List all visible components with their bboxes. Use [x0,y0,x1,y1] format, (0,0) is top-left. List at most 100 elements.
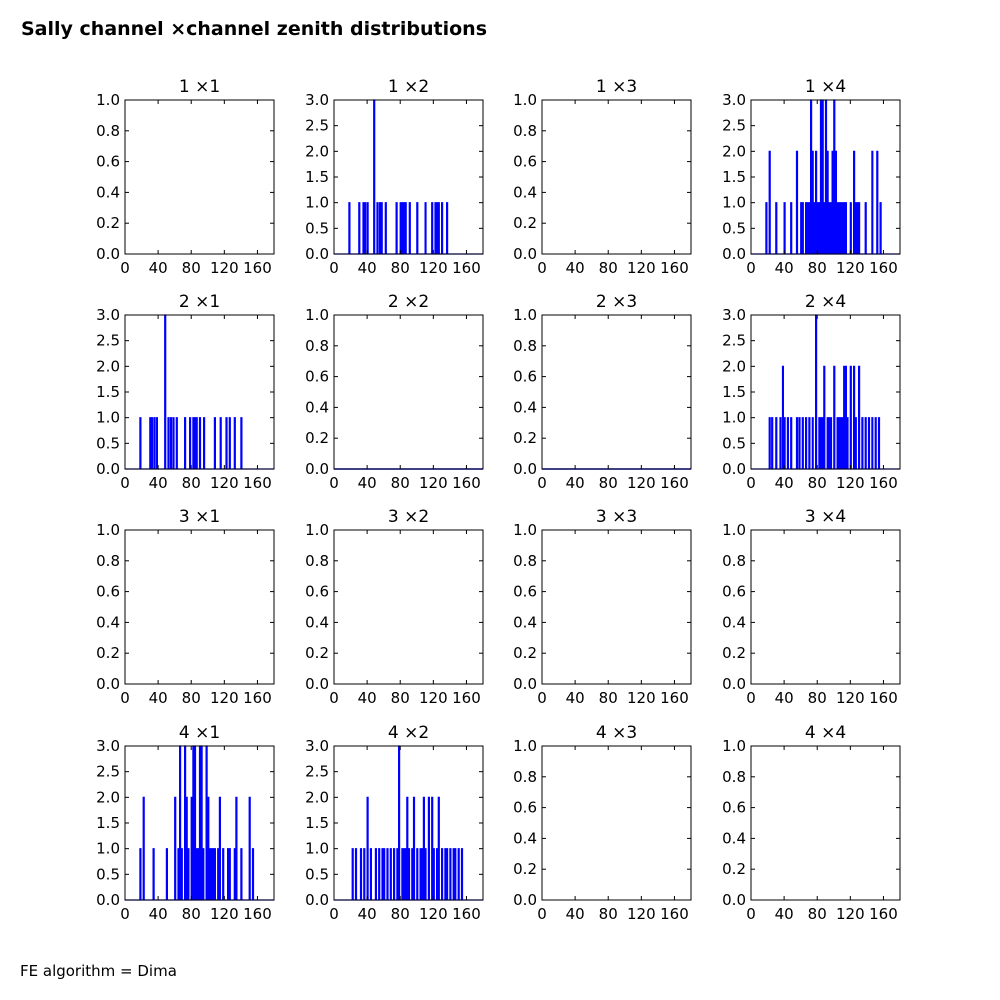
panel-title: 3 ×4 [805,507,846,527]
histogram-panel: 3 ×4 0 40 80 120 160 0.0 0.2 0.4 0.6 0.8 1.0 [722,507,901,707]
x-tick-label: 40 [775,259,794,277]
y-tick-label: 0.8 [305,552,329,570]
y-tick-label: 1.0 [513,306,537,324]
x-tick-label: 40 [358,259,377,277]
y-tick-label: 0.8 [513,552,537,570]
x-tick-label: 0 [329,905,339,923]
x-tick-label: 160 [243,905,272,923]
y-tick-label: 2.0 [305,788,329,806]
y-tick-label: 2.5 [722,332,746,350]
x-tick-label: 40 [358,905,377,923]
panel-title: 1 ×2 [388,77,429,97]
histogram-panel: 4 ×4 0 40 80 120 160 0.0 0.2 0.4 0.6 0.8 1.0 [722,723,901,923]
x-tick-label: 40 [566,905,585,923]
y-tick-label: 0.6 [305,583,329,601]
y-tick-label: 0.2 [96,644,120,662]
x-tick-label: 0 [120,905,130,923]
y-tick-label: 0.8 [513,768,537,786]
x-tick-label: 160 [660,905,689,923]
y-tick-label: 3.0 [96,737,120,755]
y-tick-label: 0.0 [513,675,537,693]
y-tick-label: 0.8 [722,768,746,786]
histogram-line [751,314,900,470]
x-tick-label: 40 [775,474,794,492]
y-tick-label: 1.0 [96,91,120,109]
y-tick-label: 1.0 [96,521,120,539]
x-tick-label: 160 [452,689,481,707]
y-tick-label: 0.5 [305,865,329,883]
y-tick-label: 1.0 [305,306,329,324]
x-tick-label: 80 [599,474,618,492]
y-tick-label: 0.5 [722,219,746,237]
axes-frame [541,314,692,470]
y-tick-label: 0.0 [513,891,537,909]
histogram-panel: 1 ×4 0 40 80 120 160 0.0 0.5 1.0 1.5 2.0 2.5 3.0 [722,77,901,277]
x-tick-label: 0 [746,905,756,923]
x-tick-label: 120 [836,905,865,923]
x-tick-label: 120 [836,259,865,277]
x-tick-label: 0 [120,259,130,277]
y-tick-label: 0.2 [722,644,746,662]
x-tick-label: 40 [149,259,168,277]
x-tick-label: 160 [243,259,272,277]
histogram-line [125,314,274,470]
x-tick-label: 40 [149,474,168,492]
y-tick-label: 0.6 [513,799,537,817]
x-tick-label: 160 [869,474,898,492]
y-tick-label: 0.0 [96,460,120,478]
y-tick-label: 0.0 [305,891,329,909]
x-tick-label: 120 [210,689,239,707]
y-tick-label: 0.0 [96,675,120,693]
y-tick-label: 0.0 [305,460,329,478]
x-tick-label: 40 [149,905,168,923]
y-tick-label: 0.6 [722,799,746,817]
histogram-line [334,745,483,901]
y-tick-label: 0.0 [722,245,746,263]
x-tick-label: 80 [808,905,827,923]
histogram-panel: 3 ×2 0 40 80 120 160 0.0 0.2 0.4 0.6 0.8 1.0 [305,507,484,707]
y-tick-label: 1.5 [722,383,746,401]
y-tick-label: 3.0 [722,306,746,324]
panel-title: 4 ×4 [805,723,846,743]
y-tick-label: 0.6 [305,368,329,386]
axes-frame [750,745,901,901]
panel-title: 2 ×4 [805,292,846,312]
x-tick-label: 40 [566,259,585,277]
y-tick-label: 1.5 [96,383,120,401]
x-tick-label: 40 [358,474,377,492]
y-tick-label: 3.0 [96,306,120,324]
y-tick-label: 2.5 [305,763,329,781]
y-tick-label: 1.0 [513,521,537,539]
axes-frame [750,529,901,685]
y-tick-label: 0.0 [722,460,746,478]
x-tick-label: 120 [627,259,656,277]
y-tick-label: 0.4 [96,613,120,631]
y-tick-label: 1.0 [722,409,746,427]
y-tick-label: 1.0 [513,737,537,755]
panel-title: 4 ×3 [596,723,637,743]
x-tick-label: 80 [391,474,410,492]
y-tick-label: 1.0 [305,840,329,858]
y-tick-label: 1.0 [305,194,329,212]
y-tick-label: 0.4 [513,829,537,847]
histogram-panel: 2 ×4 0 40 80 120 160 0.0 0.5 1.0 1.5 2.0 2.5 3.0 [722,292,901,492]
y-tick-label: 2.0 [722,142,746,160]
y-tick-label: 0.8 [305,337,329,355]
x-tick-label: 160 [660,259,689,277]
axes-frame [541,745,692,901]
x-tick-label: 40 [566,689,585,707]
x-tick-label: 160 [243,689,272,707]
panel-title: 2 ×1 [179,292,220,312]
y-tick-label: 2.0 [722,357,746,375]
x-tick-label: 120 [210,905,239,923]
x-tick-label: 160 [869,905,898,923]
x-tick-label: 80 [808,259,827,277]
y-tick-label: 0.0 [305,245,329,263]
y-tick-label: 1.0 [96,840,120,858]
y-tick-label: 2.5 [722,117,746,135]
y-tick-label: 2.0 [96,357,120,375]
y-tick-label: 1.0 [513,91,537,109]
algorithm-footer: FE algorithm = Dima [20,962,177,980]
y-tick-label: 0.8 [722,552,746,570]
